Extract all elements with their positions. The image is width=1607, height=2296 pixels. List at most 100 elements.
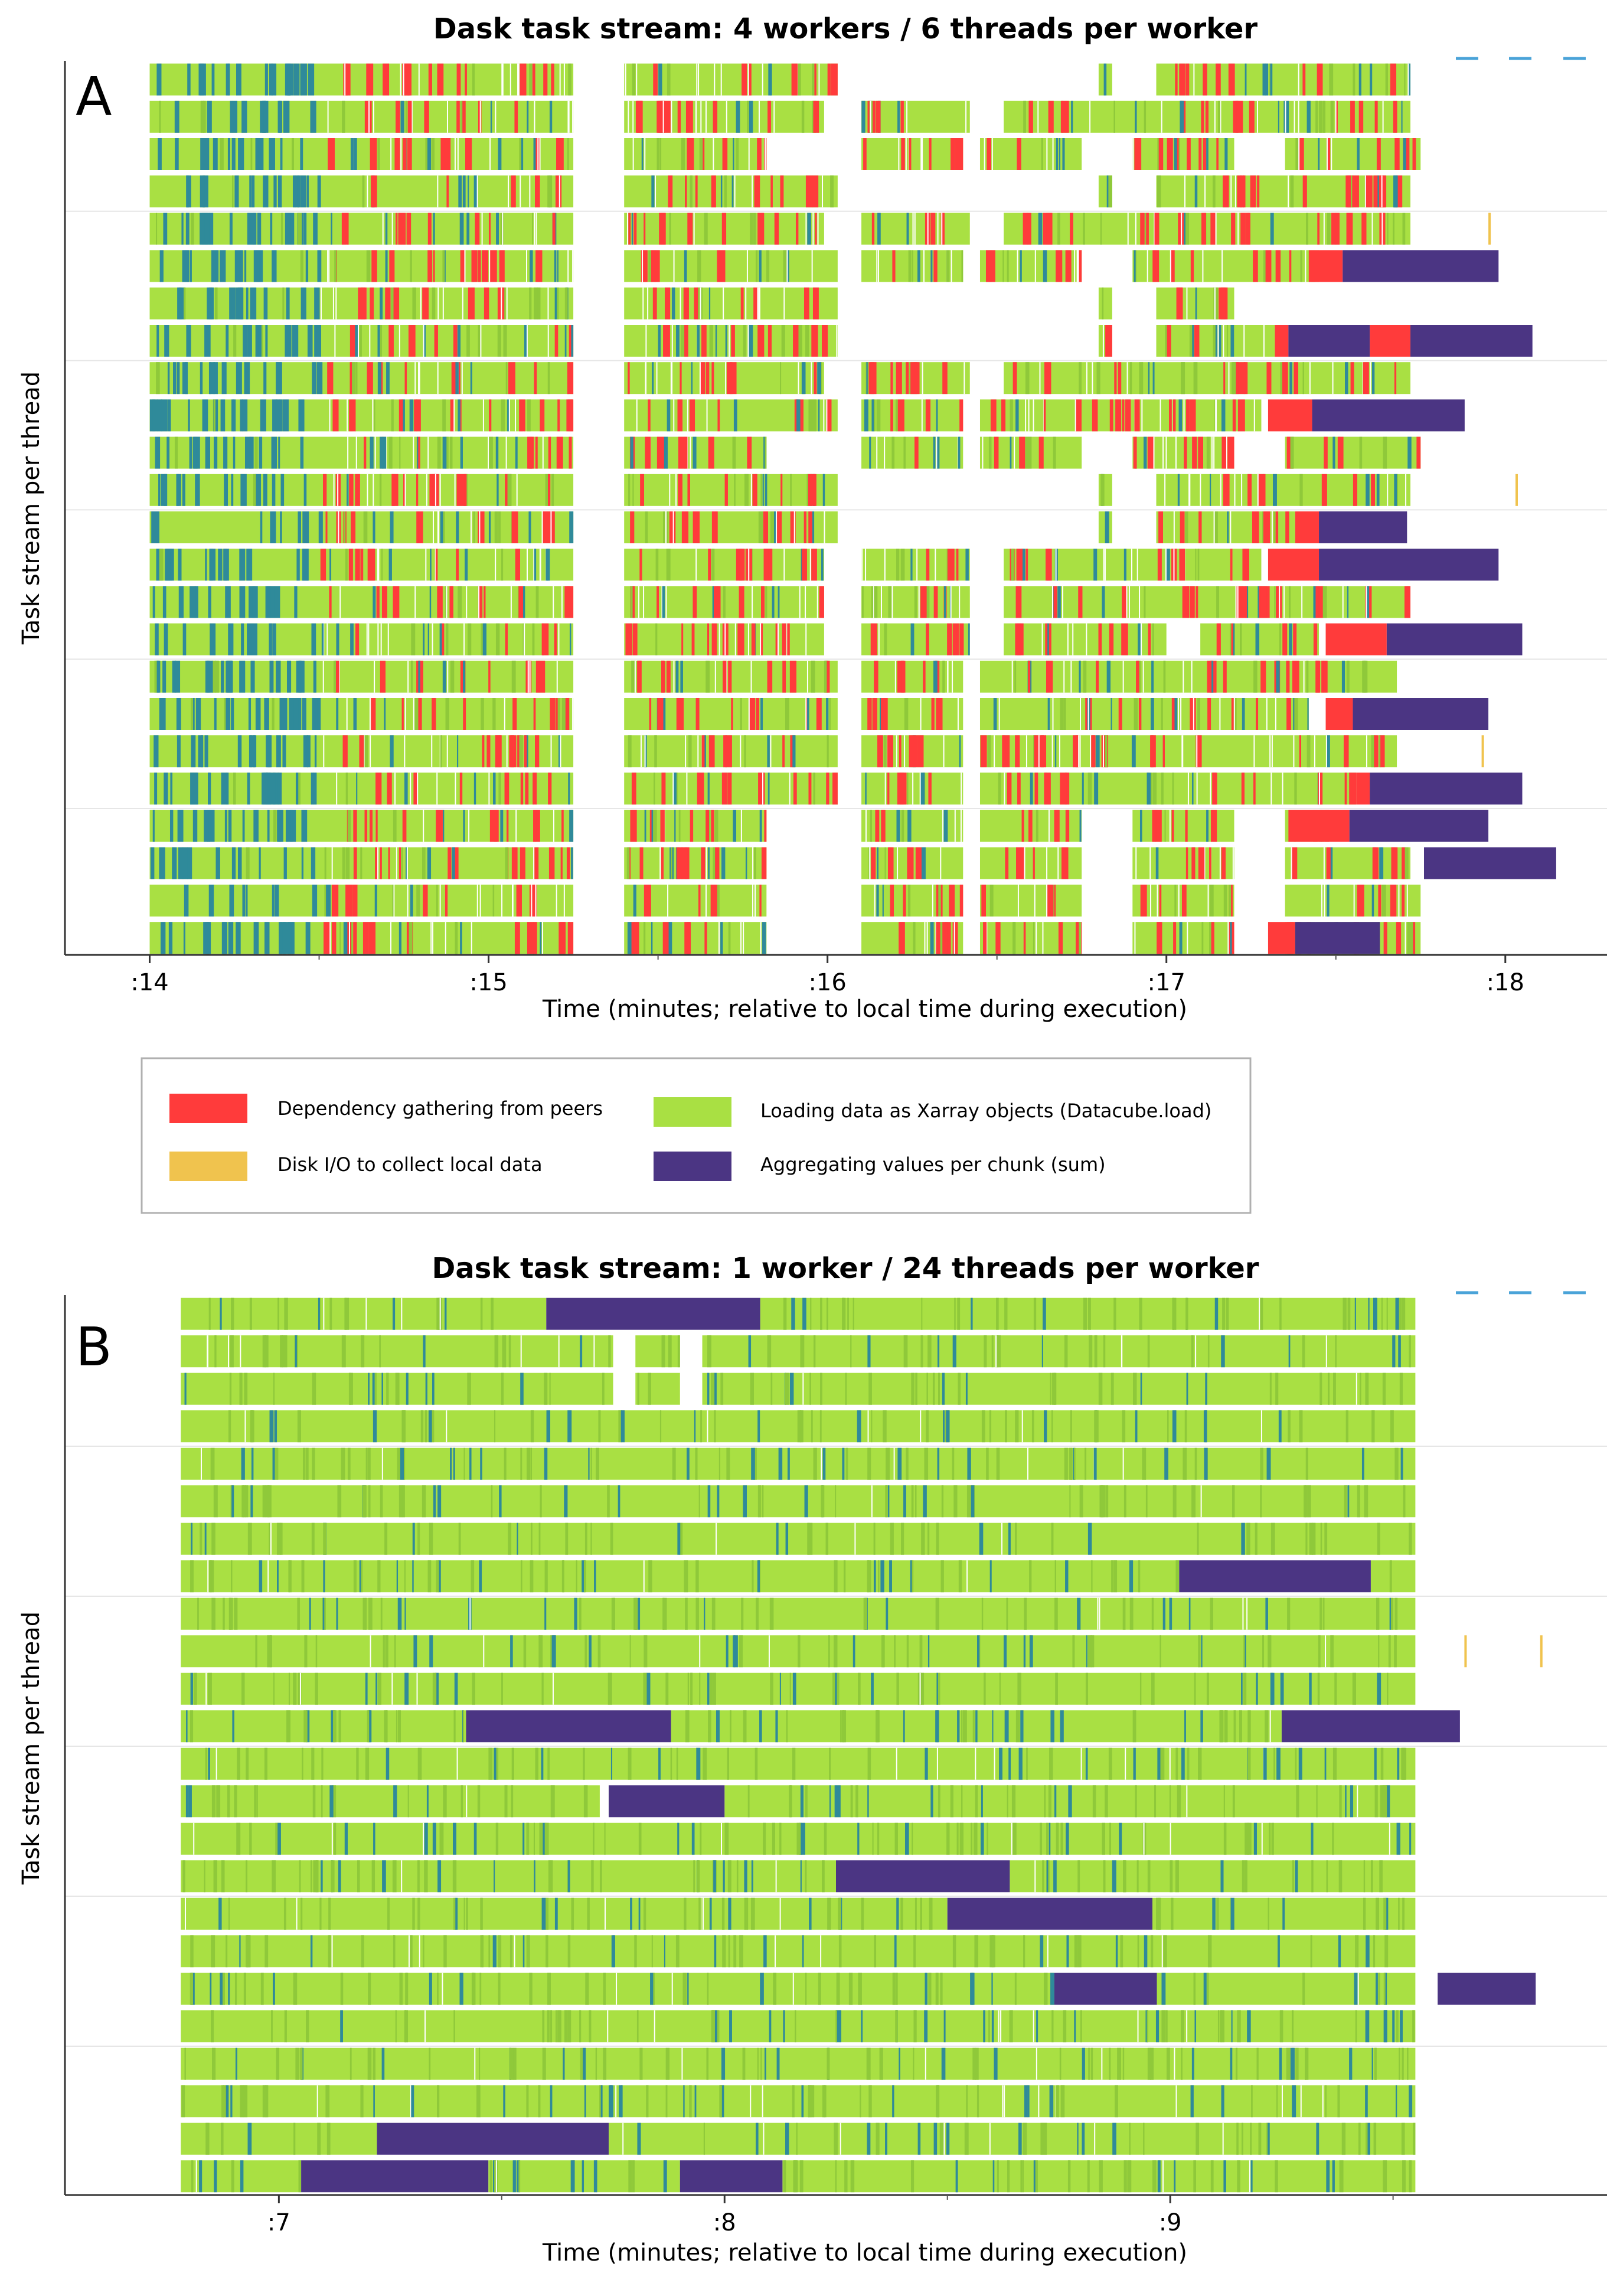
task-stripe xyxy=(716,885,720,917)
task-stripe xyxy=(1295,1860,1298,1893)
task-stripe xyxy=(1194,1672,1196,1705)
task-stripe xyxy=(675,474,677,506)
task-stripe xyxy=(1110,1372,1114,1405)
task-stripe xyxy=(208,287,214,319)
task-stripe xyxy=(427,436,429,469)
task-stripe xyxy=(279,100,283,133)
task-stripe xyxy=(1105,1785,1108,1818)
task-stripe xyxy=(1257,474,1259,506)
task-stripe xyxy=(1386,1297,1388,1330)
task-stripe xyxy=(1291,2010,1294,2043)
task-stripe xyxy=(210,623,216,655)
task-stripe xyxy=(937,1447,940,1480)
task-stripe xyxy=(863,138,867,170)
task-stripe xyxy=(1109,399,1113,432)
task-stripe xyxy=(1232,1485,1235,1518)
task-stripe xyxy=(707,1972,709,2005)
task-stripe xyxy=(1167,325,1171,357)
task-stripe xyxy=(246,1747,249,1780)
task-stripe xyxy=(666,549,671,581)
task-stripe xyxy=(405,2010,409,2043)
task-stripe xyxy=(1122,1447,1124,1480)
task-stripe xyxy=(595,2047,597,2080)
task-stripe xyxy=(1377,1522,1380,1555)
task-stripe xyxy=(1380,1747,1384,1780)
task-stripe xyxy=(419,660,423,693)
task-stripe xyxy=(1106,660,1111,693)
task-stripe xyxy=(882,810,886,842)
task-stripe xyxy=(704,922,707,954)
task-stripe xyxy=(672,772,674,805)
task-stripe xyxy=(263,287,268,319)
task-stripe xyxy=(997,2160,999,2193)
task-stripe xyxy=(1139,1297,1142,1330)
task-stripe xyxy=(157,399,162,432)
task-stripe xyxy=(520,847,525,879)
task-stripe xyxy=(156,325,159,357)
task-stripe xyxy=(439,1297,441,1330)
task-stripe xyxy=(599,2085,602,2118)
task-stripe xyxy=(708,287,711,319)
task-stripe xyxy=(1157,885,1158,917)
task-stripe xyxy=(639,2047,643,2080)
task-stripe xyxy=(416,474,419,506)
task-stripe xyxy=(159,847,165,879)
task-stripe xyxy=(736,1860,739,1893)
task-stripe xyxy=(1043,2122,1047,2155)
task-stripe xyxy=(1317,63,1323,96)
task-stripe xyxy=(1381,213,1383,245)
task-stripe xyxy=(1161,698,1163,730)
task-stripe xyxy=(727,772,732,805)
task-stripe xyxy=(721,772,727,805)
task-stripe xyxy=(532,623,535,655)
task-stripe xyxy=(1161,100,1162,133)
task-stripe xyxy=(429,474,436,506)
task-stripe xyxy=(648,1560,652,1593)
task-stripe xyxy=(704,213,708,245)
task-stripe xyxy=(721,213,727,245)
task-stripe xyxy=(667,885,669,917)
task-stripe xyxy=(489,810,497,842)
task-stripe xyxy=(368,1972,371,2005)
task-stripe xyxy=(312,885,318,917)
legend-label-load: Loading data as Xarray objects (Datacube… xyxy=(760,1100,1211,1122)
task-stripe xyxy=(367,362,373,394)
task-stripe xyxy=(1286,100,1289,133)
task-stripe xyxy=(1065,1560,1069,1593)
task-stripe xyxy=(644,138,646,170)
task-stripe xyxy=(182,623,187,655)
task-stripe xyxy=(386,1372,389,1405)
task-stripe xyxy=(1212,175,1216,208)
task-stripe xyxy=(1293,735,1295,768)
task-stripe xyxy=(550,2085,553,2118)
task-stripe xyxy=(1247,1747,1251,1780)
task-stripe xyxy=(556,2010,557,2043)
task-stripe xyxy=(1137,2010,1139,2043)
task-stripe xyxy=(649,810,653,842)
task-stripe xyxy=(292,325,297,357)
task-stripe xyxy=(1275,511,1279,543)
task-stripe xyxy=(393,1297,396,1330)
task-stripe xyxy=(1322,100,1326,133)
task-stripe xyxy=(632,63,636,96)
task-stripe xyxy=(759,287,760,319)
task-stripe xyxy=(313,213,318,245)
task-stripe xyxy=(361,1560,363,1593)
task-stripe xyxy=(1218,100,1220,133)
task-stripe xyxy=(873,1560,876,1593)
task-stripe xyxy=(791,63,798,96)
task-stripe xyxy=(561,698,566,730)
task-stripe xyxy=(631,772,636,805)
task-stripe xyxy=(1021,810,1024,842)
task-stripe xyxy=(1344,1485,1347,1518)
task-stripe xyxy=(251,1447,254,1480)
task-stripe xyxy=(527,399,531,432)
task-stripe xyxy=(229,885,233,917)
task-stripe xyxy=(919,772,921,805)
task-stripe xyxy=(725,362,727,394)
task-stripe xyxy=(878,1560,880,1593)
task-stripe xyxy=(804,511,806,543)
task-stripe xyxy=(776,2047,780,2080)
task-stripe xyxy=(234,1597,238,1630)
task-stripe xyxy=(923,660,926,693)
